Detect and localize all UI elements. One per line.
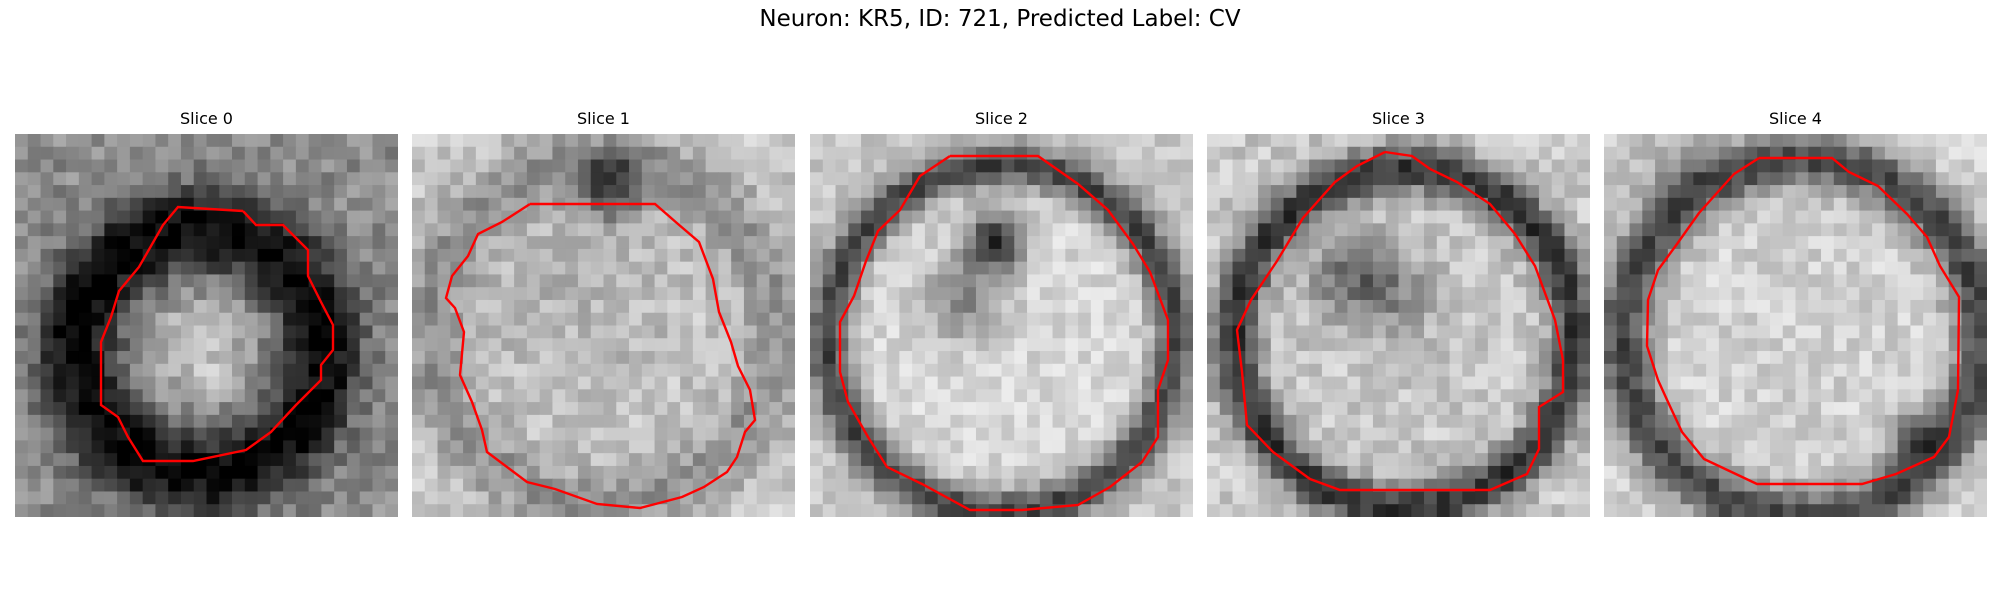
contour-outline bbox=[99, 205, 335, 463]
pixel-grid bbox=[1604, 134, 1987, 517]
contour-outline bbox=[1235, 150, 1565, 492]
slice-3-svg bbox=[1207, 134, 1590, 517]
contour-outline bbox=[1645, 156, 1961, 486]
panel-slice-0: Slice 0 bbox=[15, 108, 398, 517]
panel-title: Slice 0 bbox=[180, 109, 233, 128]
figure-title: Neuron: KR5, ID: 721, Predicted Label: C… bbox=[759, 6, 1241, 32]
slice-2-svg bbox=[810, 134, 1193, 517]
panel-title: Slice 4 bbox=[1769, 109, 1822, 128]
panel-slice-2: Slice 2 bbox=[810, 108, 1193, 517]
pixel-grid bbox=[412, 134, 795, 517]
contour-outline bbox=[838, 154, 1170, 512]
pixel-grid bbox=[1207, 134, 1590, 517]
slice-1-svg bbox=[412, 134, 795, 517]
pixel-grid bbox=[15, 134, 398, 517]
slice-image bbox=[1207, 134, 1590, 517]
pixel-grid bbox=[810, 134, 1193, 517]
slice-image bbox=[15, 134, 398, 517]
panel-slice-3: Slice 3 bbox=[1207, 108, 1590, 517]
panel-title: Slice 2 bbox=[975, 109, 1028, 128]
panel-title: Slice 1 bbox=[577, 109, 630, 128]
contour-outline bbox=[444, 202, 757, 510]
panel-slice-4: Slice 4 bbox=[1604, 108, 1987, 517]
slice-image bbox=[1604, 134, 1987, 517]
panel-slice-1: Slice 1 bbox=[412, 108, 795, 517]
slice-0-svg bbox=[15, 134, 398, 517]
slice-4-svg bbox=[1604, 134, 1987, 517]
slice-image bbox=[412, 134, 795, 517]
slice-image bbox=[810, 134, 1193, 517]
panel-title: Slice 3 bbox=[1372, 109, 1425, 128]
